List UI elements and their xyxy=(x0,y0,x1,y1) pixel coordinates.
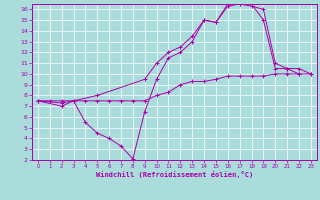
X-axis label: Windchill (Refroidissement éolien,°C): Windchill (Refroidissement éolien,°C) xyxy=(96,171,253,178)
